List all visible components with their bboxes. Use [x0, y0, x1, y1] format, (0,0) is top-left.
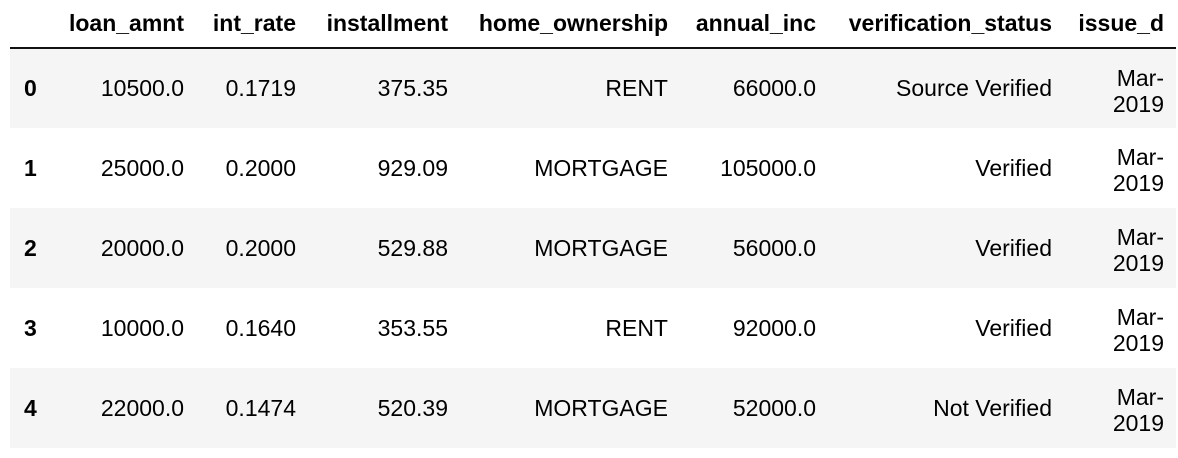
cell-installment: 929.09 [377, 154, 448, 181]
cell-annual-inc: 66000.0 [732, 75, 816, 101]
column-header-issue-d: issue_d [1064, 0, 1176, 49]
cell-int-rate: 0.1640 [225, 314, 296, 341]
column-header-int-rate: int_rate [196, 0, 308, 49]
header-row: loan_amnt int_rate installment home_owne… [10, 0, 1176, 49]
cell-annual-inc: 105000.0 [720, 154, 816, 181]
table-row: 0 10500.0 0.1719 375.35 RENT 66000.0 Sou… [10, 48, 1176, 128]
cell-annual-inc: 52000.0 [732, 394, 816, 421]
cell-verification-status: Not Verified [933, 394, 1052, 421]
cell-home-ownership: RENT [605, 314, 668, 341]
column-header-home-ownership: home_ownership [460, 0, 680, 49]
row-index: 2 [24, 234, 37, 261]
cell-int-rate: 0.1719 [225, 75, 296, 101]
column-header-verification-status: verification_status [828, 0, 1064, 49]
cell-int-rate: 0.1474 [225, 394, 296, 421]
cell-loan-amnt: 10000.0 [100, 314, 184, 341]
cell-installment: 529.88 [377, 234, 448, 261]
column-header-installment: installment [308, 0, 460, 49]
column-header-loan-amnt: loan_amnt [54, 0, 196, 49]
row-index: 0 [24, 75, 37, 101]
cell-loan-amnt: 20000.0 [100, 234, 184, 261]
cell-verification-status: Verified [975, 234, 1052, 261]
cell-home-ownership: RENT [605, 75, 668, 101]
cell-int-rate: 0.2000 [225, 234, 296, 261]
cell-installment: 353.55 [377, 314, 448, 341]
cell-issue-d: Mar-2019 [1112, 64, 1164, 117]
cell-home-ownership: MORTGAGE [534, 154, 668, 181]
table-header: loan_amnt int_rate installment home_owne… [10, 0, 1176, 49]
cell-home-ownership: MORTGAGE [534, 234, 668, 261]
cell-installment: 520.39 [377, 394, 448, 421]
cell-loan-amnt: 25000.0 [100, 154, 184, 181]
row-index: 3 [24, 314, 37, 341]
index-header [10, 0, 54, 49]
row-index: 4 [24, 394, 37, 421]
table-row: 3 10000.0 0.1640 353.55 RENT 92000.0 Ver… [10, 288, 1176, 368]
cell-annual-inc: 56000.0 [732, 234, 816, 261]
dataframe-table: loan_amnt int_rate installment home_owne… [10, 0, 1176, 448]
cell-installment: 375.35 [377, 75, 448, 101]
cell-verification-status: Source Verified [896, 75, 1052, 101]
table-body: 0 10500.0 0.1719 375.35 RENT 66000.0 Sou… [10, 48, 1176, 448]
table-row: 1 25000.0 0.2000 929.09 MORTGAGE 105000.… [10, 128, 1176, 208]
row-index: 1 [24, 154, 37, 181]
cell-verification-status: Verified [975, 314, 1052, 341]
cell-issue-d: Mar-2019 [1112, 224, 1164, 276]
table-row: 4 22000.0 0.1474 520.39 MORTGAGE 52000.0… [10, 368, 1176, 448]
cell-loan-amnt: 22000.0 [100, 394, 184, 421]
cell-issue-d: Mar-2019 [1112, 384, 1164, 436]
cell-verification-status: Verified [975, 154, 1052, 181]
cell-home-ownership: MORTGAGE [534, 394, 668, 421]
cell-int-rate: 0.2000 [225, 154, 296, 181]
cell-loan-amnt: 10500.0 [100, 75, 184, 101]
cell-annual-inc: 92000.0 [732, 314, 816, 341]
cell-issue-d: Mar-2019 [1112, 144, 1164, 196]
table-row: 2 20000.0 0.2000 529.88 MORTGAGE 56000.0… [10, 208, 1176, 288]
column-header-annual-inc: annual_inc [680, 0, 828, 49]
cell-issue-d: Mar-2019 [1112, 304, 1164, 356]
